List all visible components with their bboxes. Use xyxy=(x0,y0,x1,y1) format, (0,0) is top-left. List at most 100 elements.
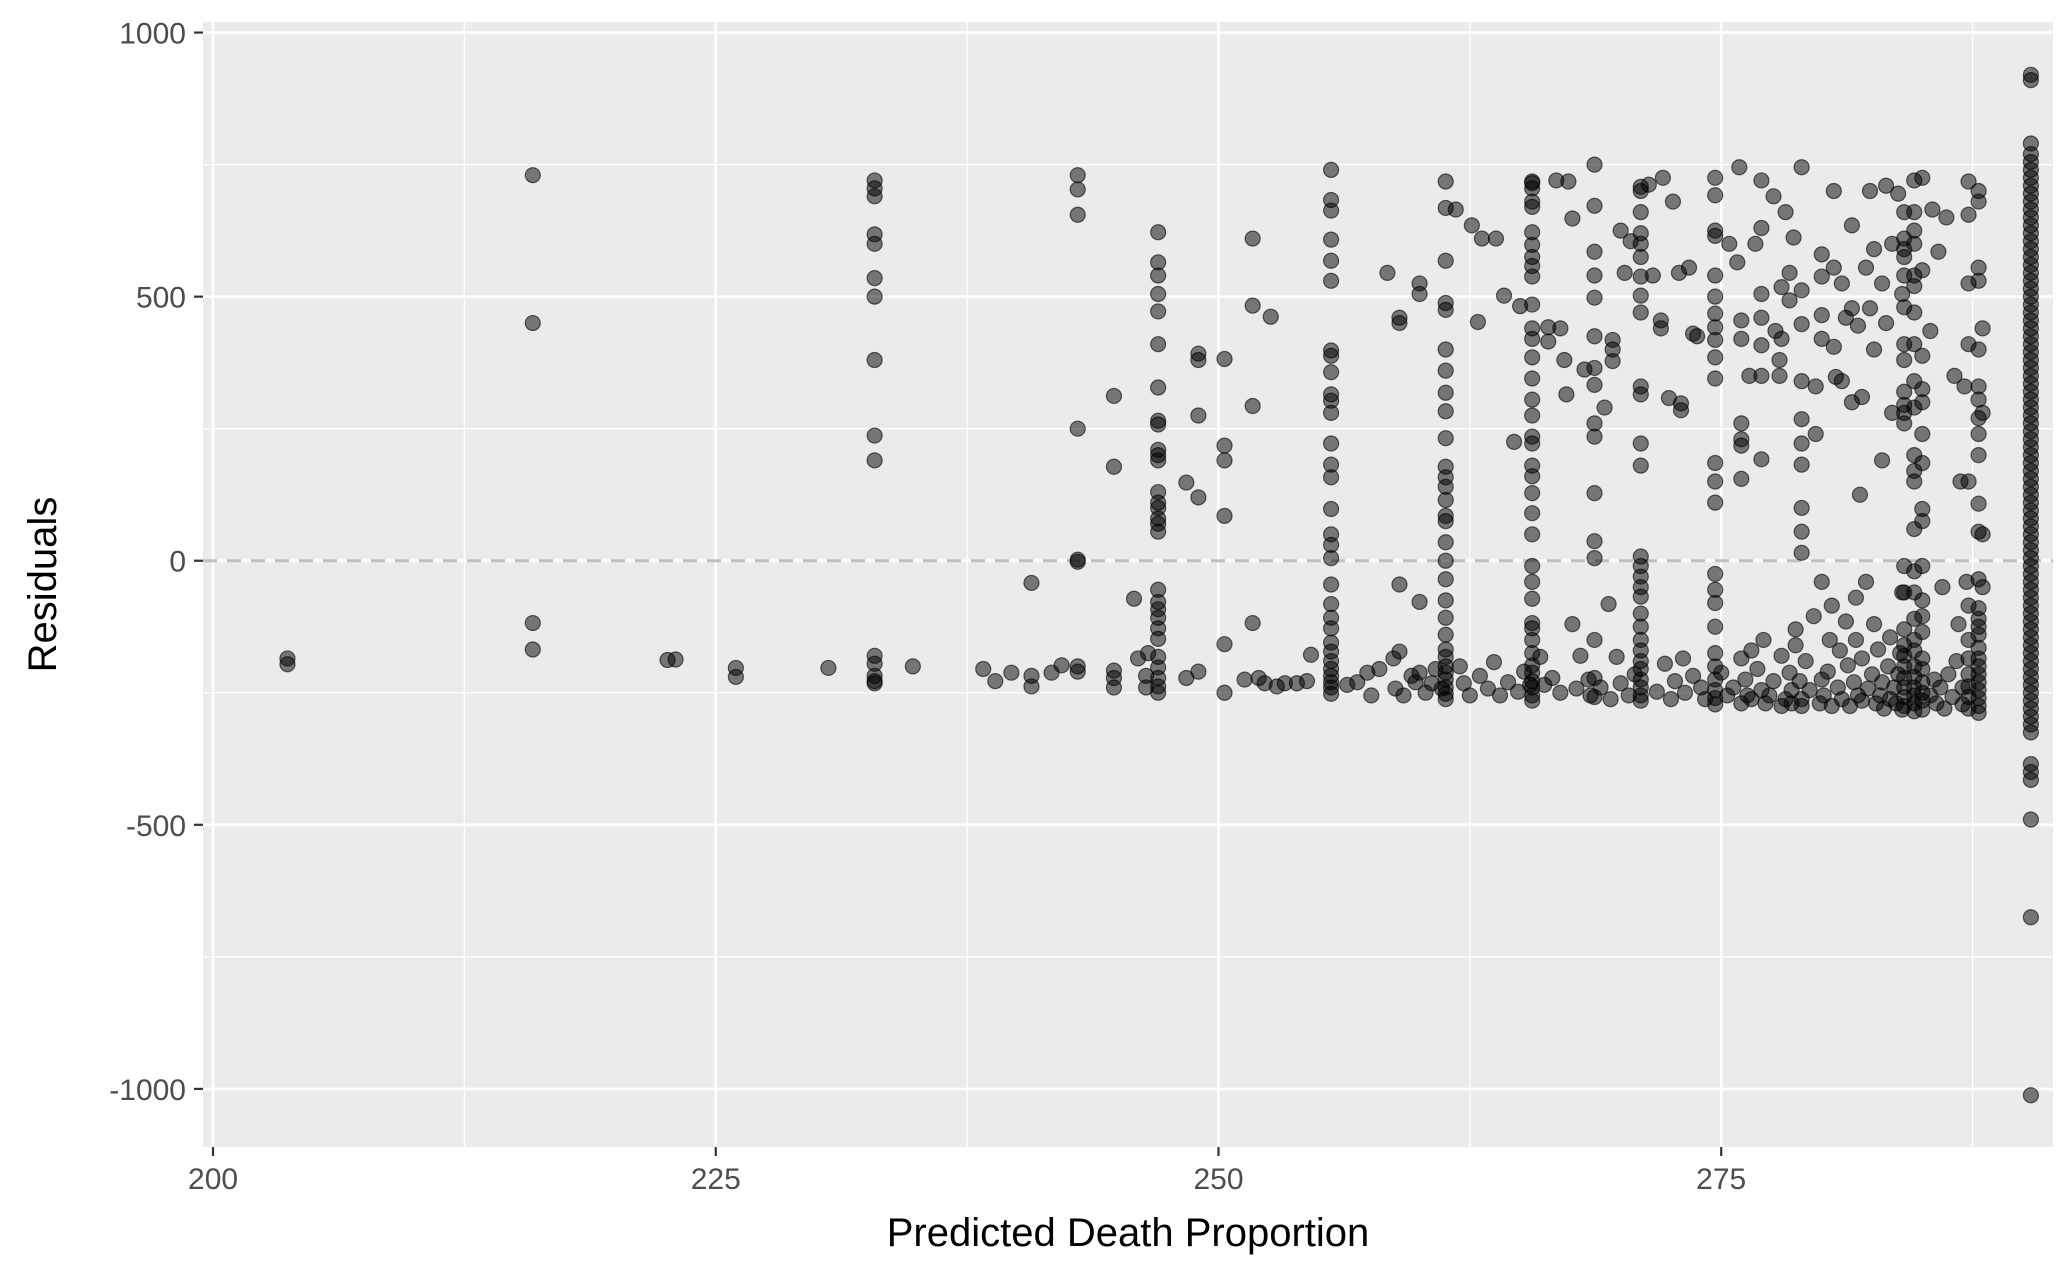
data-point xyxy=(1707,565,1724,583)
data-point xyxy=(1749,660,1766,678)
data-point xyxy=(1970,272,1987,289)
data-point xyxy=(1437,384,1454,401)
data-point xyxy=(1411,593,1428,611)
data-point xyxy=(1437,691,1454,708)
data-point xyxy=(1707,288,1724,305)
data-point xyxy=(1940,666,1957,683)
data-point xyxy=(1604,352,1621,370)
data-point xyxy=(1765,188,1782,205)
data-point xyxy=(1505,433,1523,450)
data-point xyxy=(1896,248,1913,266)
data-point xyxy=(1363,687,1380,704)
x-tick-label: 200 xyxy=(188,1163,238,1196)
data-point xyxy=(1684,667,1702,684)
data-point xyxy=(1190,489,1207,506)
x-axis-title: Predicted Death Proportion xyxy=(887,1211,1370,1255)
data-point xyxy=(1753,367,1770,384)
data-point xyxy=(1793,499,1810,517)
data-point xyxy=(1524,330,1541,348)
data-point xyxy=(1707,305,1724,322)
data-point xyxy=(1524,590,1541,607)
data-point xyxy=(1970,425,1987,443)
data-point xyxy=(1773,279,1790,296)
data-point xyxy=(1262,308,1279,325)
data-point xyxy=(1632,386,1649,403)
data-point xyxy=(1437,430,1454,447)
data-point xyxy=(524,641,541,658)
x-axis-ticks: 200 225 250 275 xyxy=(188,1147,1746,1196)
data-point xyxy=(1463,217,1480,234)
data-point xyxy=(1970,193,1987,210)
data-point xyxy=(1906,204,1923,221)
data-point xyxy=(1023,678,1040,695)
data-point xyxy=(1743,642,1760,659)
data-point xyxy=(1873,452,1891,469)
data-point xyxy=(1391,576,1408,593)
data-point xyxy=(1851,486,1869,503)
data-point xyxy=(1069,167,1086,184)
data-point xyxy=(1707,696,1724,713)
data-point xyxy=(1395,687,1412,704)
data-point xyxy=(1371,660,1388,678)
data-point xyxy=(1914,454,1931,472)
data-point xyxy=(1298,673,1316,690)
data-point xyxy=(1499,674,1517,691)
data-point xyxy=(1322,364,1340,381)
data-point xyxy=(1797,652,1814,670)
data-point xyxy=(1733,415,1750,432)
data-point xyxy=(1600,595,1617,613)
data-point xyxy=(1586,376,1603,393)
data-point xyxy=(866,427,883,444)
data-point xyxy=(1586,533,1603,550)
data-point xyxy=(1747,235,1764,252)
data-point xyxy=(1178,474,1195,491)
data-point xyxy=(1733,330,1750,348)
data-point xyxy=(1664,193,1682,210)
data-point xyxy=(1707,494,1724,511)
data-point xyxy=(1761,687,1778,704)
data-point xyxy=(1839,657,1856,674)
data-point xyxy=(1930,243,1947,260)
data-point xyxy=(1612,222,1629,239)
data-point xyxy=(1322,549,1340,567)
data-point xyxy=(1729,254,1746,271)
data-point xyxy=(1524,268,1541,285)
data-point xyxy=(1150,379,1167,396)
data-point xyxy=(1733,437,1750,454)
data-point xyxy=(1819,663,1836,680)
data-point xyxy=(1644,267,1661,284)
data-point xyxy=(1823,597,1840,614)
data-point xyxy=(1922,322,1939,340)
data-point xyxy=(1216,452,1233,469)
data-point xyxy=(1447,201,1464,218)
data-point xyxy=(1861,182,1879,200)
data-point xyxy=(1586,631,1603,649)
data-point xyxy=(1487,230,1505,247)
data-point xyxy=(1322,469,1340,486)
data-point xyxy=(1688,328,1706,345)
data-point xyxy=(1236,671,1253,688)
data-point xyxy=(1652,320,1669,337)
data-point xyxy=(1632,588,1649,605)
data-point xyxy=(2022,909,2039,926)
data-point xyxy=(1524,468,1541,485)
data-point xyxy=(1707,267,1724,284)
data-point xyxy=(1524,296,1541,313)
data-point xyxy=(1524,526,1541,543)
data-point xyxy=(1322,500,1340,518)
data-point xyxy=(1437,592,1454,609)
data-point xyxy=(1150,267,1167,284)
x-tick-label: 225 xyxy=(691,1163,741,1196)
data-point xyxy=(1970,495,1987,512)
data-point xyxy=(1190,407,1207,424)
data-point xyxy=(1322,620,1340,637)
data-point xyxy=(1150,336,1167,353)
data-point xyxy=(1793,435,1810,452)
data-point xyxy=(1244,614,1261,632)
data-point xyxy=(1190,351,1207,369)
data-point xyxy=(1914,347,1931,364)
data-point xyxy=(1632,287,1649,304)
data-point xyxy=(1765,673,1782,690)
data-point xyxy=(1069,181,1086,198)
